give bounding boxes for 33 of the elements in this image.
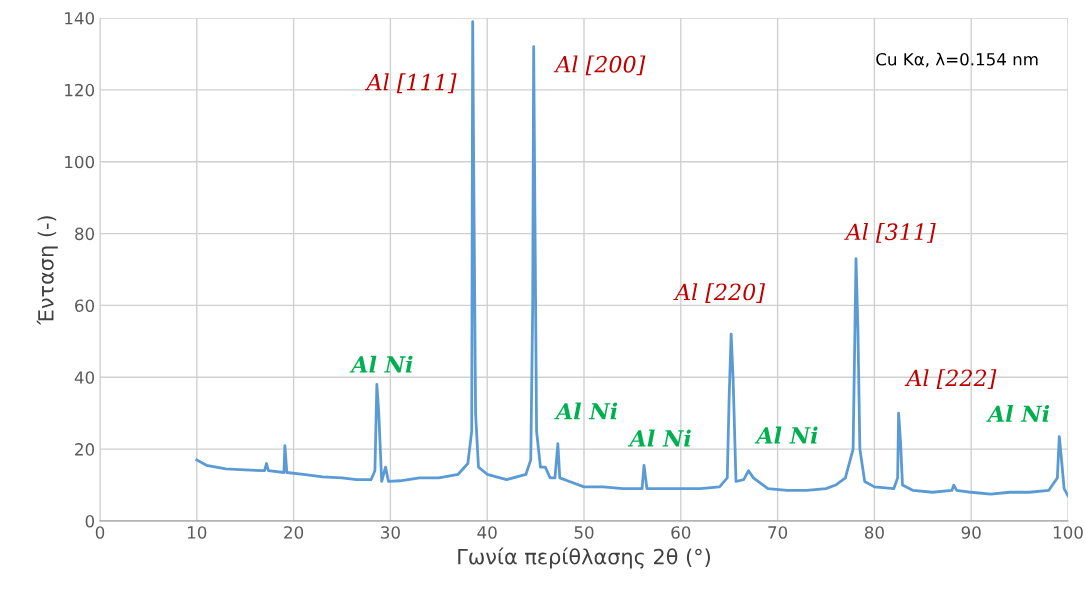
annotation: Al [311] [844,222,936,243]
y-tick-label: 120 [65,83,95,97]
annotation: Al Ni [349,355,413,373]
x-tick-label: 60 [671,526,691,539]
annotation: Al [222] [904,369,997,389]
annotation: Al [111] [364,73,457,94]
y-tick-label: 20 [75,443,95,456]
x-tick-label: 90 [961,526,981,539]
x-tick-label: 50 [574,526,594,539]
x-tick-label: 20 [284,526,304,539]
x-tick-label: 100 [1053,526,1083,539]
x-tick-label: 10 [188,526,207,539]
annotation: Al Ni [627,429,691,447]
x-axis-title: Γωνία περίθλασης 2θ (°) [458,547,710,569]
y-tick-label: 80 [75,227,95,241]
x-tick-label: 70 [768,526,788,539]
annotation: Al Ni [754,426,818,444]
y-tick-label: 40 [74,371,95,384]
x-tick-label: 0 [95,526,105,539]
annotation: Al Ni [986,404,1050,422]
y-tick-label: 140 [65,11,95,25]
annotation: Al [220] [673,283,766,303]
y-tick-label: 0 [85,514,95,528]
y-axis-title: Ένταση (-) [36,216,58,325]
annotation: Al Ni [554,402,618,420]
annotation: Cu Kα, λ=0.154 nm [876,52,1038,68]
y-tick-label: 60 [75,299,95,312]
x-tick-label: 30 [381,526,400,539]
annotation: Al [200] [553,55,646,76]
y-tick-label: 100 [65,155,95,169]
x-tick-label: 80 [864,526,884,539]
x-tick-label: 40 [477,526,497,539]
line-series [195,20,1068,498]
